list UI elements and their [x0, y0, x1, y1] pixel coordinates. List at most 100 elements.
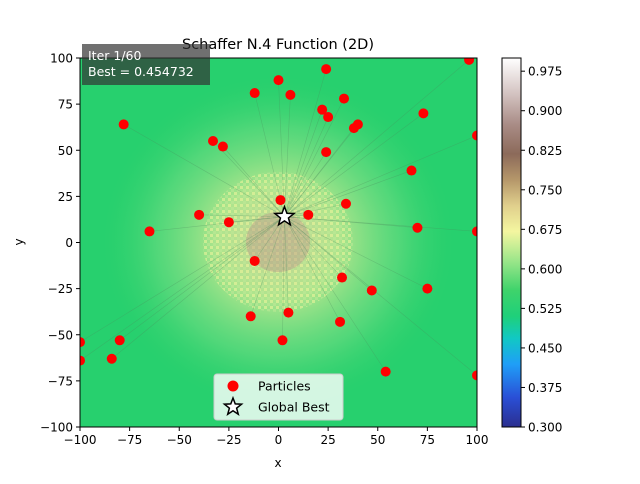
particle-point — [118, 119, 129, 130]
legend-global-best-marker — [222, 395, 244, 417]
particles-layer — [80, 58, 477, 381]
colorbar-gradient — [501, 57, 522, 428]
legend-global-best-label: Global Best — [258, 400, 330, 415]
particle-trail — [80, 216, 285, 343]
x-tick-label: −25 — [216, 433, 241, 447]
x-tick-label: 100 — [466, 433, 489, 447]
particle-trail — [284, 59, 470, 217]
particle-trail — [284, 216, 289, 313]
legend-particles-label: Particles — [258, 379, 311, 394]
particle-trail — [222, 146, 285, 217]
colorbar-tick-label: 0.600 — [528, 262, 562, 276]
particle-point — [464, 58, 475, 65]
particle-point — [283, 307, 294, 318]
x-tick-label: 25 — [320, 433, 335, 447]
particle-point — [317, 104, 328, 115]
legend-box — [213, 373, 344, 421]
particle-trail — [111, 216, 285, 359]
particle-point — [406, 165, 417, 176]
particle-point — [472, 226, 477, 237]
particle-point — [285, 89, 296, 100]
particle-trail — [284, 216, 477, 232]
particle-point — [339, 93, 350, 104]
y-axis-label: y — [12, 238, 26, 245]
particle-point — [80, 355, 85, 366]
particle-trail — [119, 216, 285, 341]
iteration-annotation: Iter 1/60 Best = 0.454732 — [82, 44, 210, 85]
particle-point — [303, 209, 314, 220]
y-tick-label: −50 — [48, 328, 73, 342]
y-tick-label: −100 — [40, 421, 73, 435]
particle-trail — [284, 68, 327, 217]
x-axis-ticks: −100 −75 −50 −25 0 25 50 75 100 — [64, 427, 489, 447]
colorbar-tick-label: 0.900 — [528, 104, 562, 118]
particle-point — [207, 136, 218, 147]
colorbar-tick-label: 0.825 — [528, 144, 562, 158]
legend: Particles Global Best — [213, 373, 344, 421]
particle-point — [249, 88, 260, 99]
x-tick-label: −50 — [167, 433, 192, 447]
particle-trail — [284, 216, 477, 376]
particle-point — [217, 141, 228, 152]
particle-trail — [284, 216, 343, 278]
y-tick-label: 25 — [58, 190, 73, 204]
particle-point — [321, 147, 332, 158]
particle-trails — [80, 59, 477, 376]
particle-trail — [149, 216, 285, 232]
global-best-point — [272, 204, 297, 227]
particle-trail — [284, 216, 372, 291]
x-tick-label: 75 — [420, 433, 435, 447]
y-tick-label: −75 — [48, 374, 73, 388]
heatmap-center-core — [246, 212, 310, 272]
particle-point — [144, 226, 155, 237]
particle-trail — [284, 127, 355, 217]
particle-trail — [284, 216, 428, 289]
particle-point — [418, 108, 429, 119]
particle-point — [80, 337, 85, 348]
particle-trail — [284, 98, 345, 217]
best-value-text: Best = 0.454732 — [88, 64, 194, 79]
particle-trail — [228, 216, 285, 223]
particle-trail — [284, 109, 323, 217]
colorbar-tick-label: 0.450 — [528, 341, 562, 355]
particle-point — [340, 198, 351, 209]
colorbar-tick-label: 0.750 — [528, 183, 562, 197]
iteration-text: Iter 1/60 — [88, 48, 142, 63]
y-tick-label: 50 — [58, 144, 73, 158]
x-tick-label: 50 — [370, 433, 385, 447]
particle-trail — [278, 80, 285, 217]
particle-trail — [284, 135, 477, 217]
particle-point — [380, 366, 391, 377]
y-tick-label: −25 — [48, 282, 73, 296]
plot-area — [79, 57, 478, 428]
particle-point — [335, 316, 346, 327]
chart-title: Schaffer N.4 Function (2D) — [182, 37, 374, 53]
particle-point — [194, 209, 205, 220]
particle-trail — [212, 140, 285, 217]
particle-point — [323, 112, 334, 123]
particle-point — [249, 255, 260, 266]
particle-point — [422, 283, 433, 294]
particle-point — [352, 119, 363, 130]
particle-trail — [199, 214, 285, 217]
particle-point — [472, 130, 477, 141]
colorbar-tick-label: 0.300 — [528, 421, 562, 435]
particle-point — [223, 217, 234, 228]
particle-point — [277, 335, 288, 346]
particle-trail — [284, 216, 341, 322]
y-tick-label: 75 — [58, 98, 73, 112]
y-tick-label: 0 — [65, 236, 73, 250]
x-tick-label: −75 — [117, 433, 142, 447]
global-best-layer — [272, 204, 297, 227]
particle-trail — [284, 170, 412, 217]
particle-point — [412, 222, 423, 233]
colorbar-ticks: 0.300 0.375 0.450 0.525 0.600 0.675 0.750 0.825… — [521, 65, 562, 435]
particle-trail — [284, 216, 386, 372]
particle-trail — [284, 151, 327, 217]
colorbar-tick-label: 0.375 — [528, 381, 562, 395]
heatmap-center-texture — [203, 172, 353, 312]
x-tick-label: −100 — [64, 433, 97, 447]
annotation-box — [82, 44, 210, 85]
particle-trail — [250, 216, 285, 317]
